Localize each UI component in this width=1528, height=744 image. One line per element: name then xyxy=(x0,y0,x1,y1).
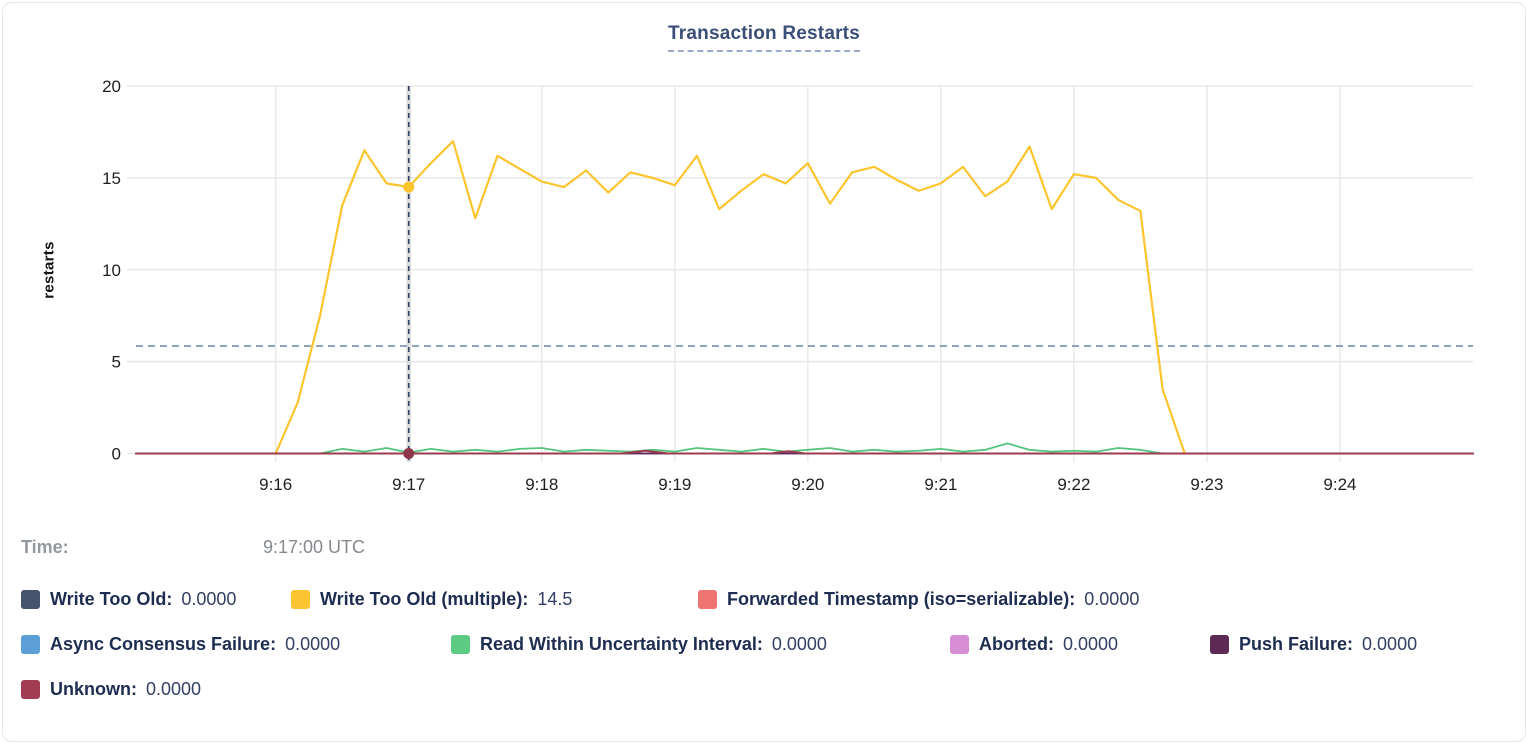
legend-item: Write Too Old (multiple): 14.5 xyxy=(291,589,572,610)
x-axis-tick-label: 9:21 xyxy=(924,475,957,494)
legend-item-label: Write Too Old (multiple): xyxy=(320,589,529,609)
x-axis-tick-label: 9:24 xyxy=(1323,475,1356,494)
legend-item: Aborted: 0.0000 xyxy=(950,634,1118,655)
time-value: 9:17:00 UTC xyxy=(263,537,366,557)
legend-item-value: 0.0000 xyxy=(181,589,237,609)
x-axis-tick-label: 9:16 xyxy=(259,475,292,494)
legend-item: Async Consensus Failure: 0.0000 xyxy=(21,634,340,655)
legend-item: Read Within Uncertainty Interval: 0.0000 xyxy=(451,634,827,655)
legend-item-value: 0.0000 xyxy=(146,679,202,699)
y-axis-tick-label: 20 xyxy=(102,77,121,96)
hover-marker-dot xyxy=(403,181,415,193)
legend-item-value: 0.0000 xyxy=(771,634,827,654)
chart-legend: Write Too Old: 0.0000 Write Too Old (multi… xyxy=(3,589,1525,729)
legend-row: Write Too Old: 0.0000 Write Too Old (multi… xyxy=(3,589,1525,619)
legend-item-value: 0.0000 xyxy=(1084,589,1140,609)
y-axis-tick-label: 0 xyxy=(112,445,121,464)
legend-item-label: Async Consensus Failure: xyxy=(50,634,277,654)
legend-swatch-icon xyxy=(698,590,717,609)
legend-item: Write Too Old: 0.0000 xyxy=(21,589,236,610)
legend-item-label: Aborted: xyxy=(979,634,1054,654)
legend-item-label: Unknown: xyxy=(50,679,137,699)
restarts-chart-plot[interactable]: 0 5 10 15 20 9:16 9:17 9:18 9:19 9:20 9:21 9:22 9:23… xyxy=(3,3,1528,511)
x-axis-tick-label: 9:18 xyxy=(525,475,558,494)
legend-item: Forwarded Timestamp (iso=serializable): 0… xyxy=(698,589,1139,610)
chart-title[interactable]: Transaction Restarts xyxy=(668,23,860,52)
series-line-read-within-uncertainty-interval xyxy=(319,442,1164,455)
legend-item: Push Failure: 0.0000 xyxy=(1210,634,1417,655)
y-axis-tick-label: 15 xyxy=(102,169,121,188)
x-axis-tick-label: 9:17 xyxy=(392,475,425,494)
series-line-unknown xyxy=(135,449,1474,455)
series-line-write-too-old-multiple- xyxy=(274,140,1186,455)
legend-swatch-icon xyxy=(950,635,969,654)
hover-marker-dot xyxy=(403,448,415,459)
x-axis-tick-label: 9:23 xyxy=(1190,475,1223,494)
legend-swatch-icon xyxy=(21,590,40,609)
legend-row: Unknown: 0.0000 xyxy=(3,679,1525,709)
legend-swatch-icon xyxy=(1210,635,1229,654)
legend-swatch-icon xyxy=(21,680,40,699)
x-axis-tick-label: 9:20 xyxy=(791,475,824,494)
legend-item-label: Read Within Uncertainty Interval: xyxy=(480,634,763,654)
legend-swatch-icon xyxy=(451,635,470,654)
legend-item-label: Push Failure: xyxy=(1239,634,1354,654)
time-label: Time: xyxy=(21,537,69,557)
legend-item-value: 14.5 xyxy=(537,589,573,609)
legend-item: Unknown: 0.0000 xyxy=(21,679,201,700)
legend-item-label: Forwarded Timestamp (iso=serializable): xyxy=(727,589,1076,609)
y-axis-tick-label: 5 xyxy=(112,353,121,372)
y-axis-tick-label: 10 xyxy=(102,261,121,280)
y-axis-title: restarts xyxy=(40,241,58,299)
chart-header: Transaction Restarts xyxy=(3,23,1525,52)
x-axis-tick-label: 9:22 xyxy=(1057,475,1090,494)
legend-item-label: Write Too Old: xyxy=(50,589,173,609)
legend-item-value: 0.0000 xyxy=(1063,634,1119,654)
legend-row: Async Consensus Failure: 0.0000 Read Withi… xyxy=(3,634,1525,664)
legend-item-value: 0.0000 xyxy=(1362,634,1418,654)
legend-swatch-icon xyxy=(291,590,310,609)
legend-swatch-icon xyxy=(21,635,40,654)
x-axis-tick-label: 9:19 xyxy=(658,475,691,494)
legend-item-value: 0.0000 xyxy=(285,634,341,654)
